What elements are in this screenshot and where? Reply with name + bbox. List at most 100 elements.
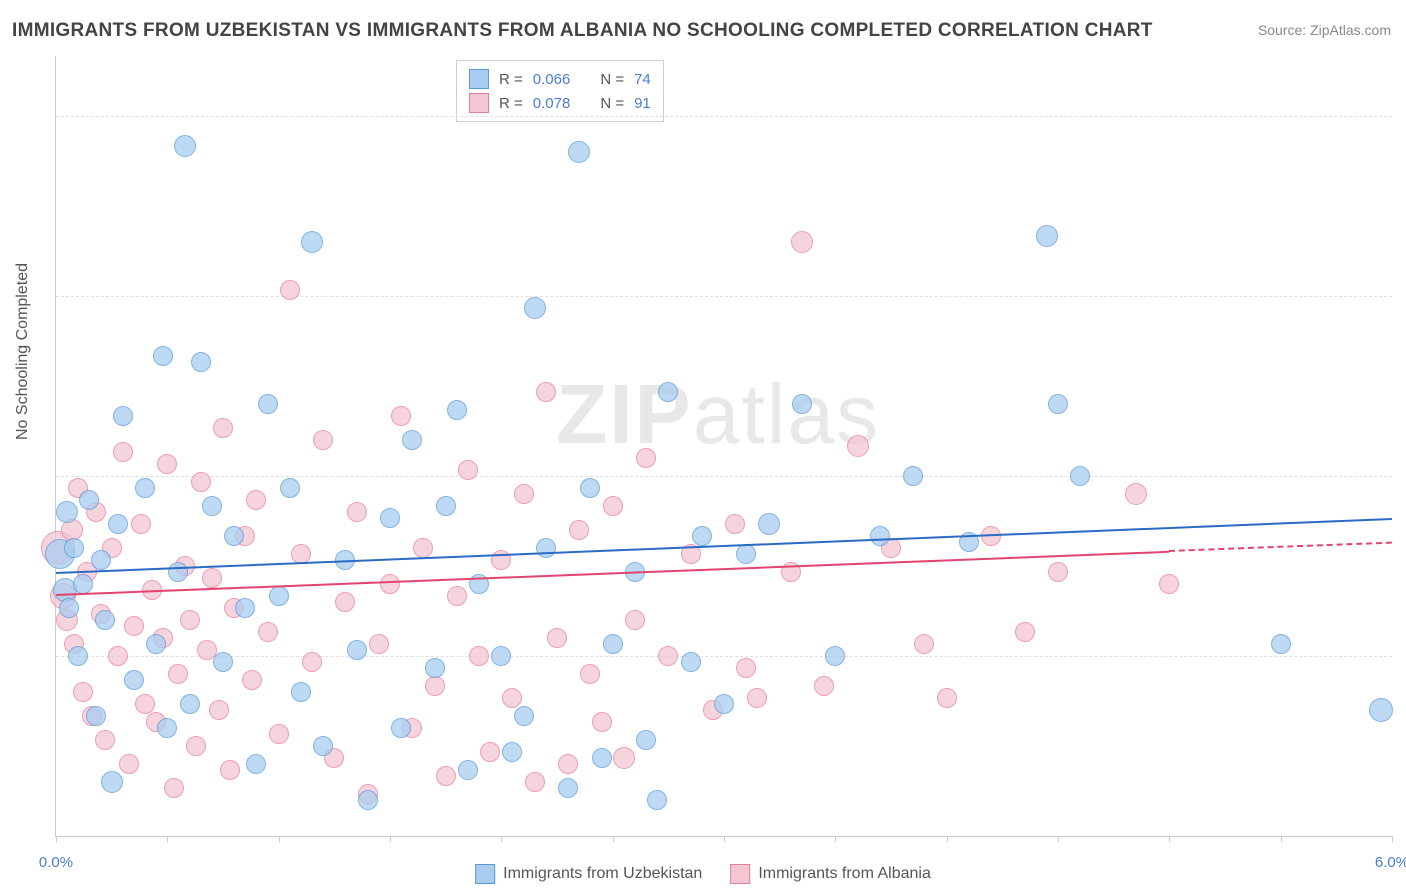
data-point-uzbekistan <box>436 496 456 516</box>
data-point-albania <box>447 586 467 606</box>
data-point-uzbekistan <box>636 730 656 750</box>
data-point-albania <box>480 742 500 762</box>
stats-legend: R =0.066N =74R =0.078N =91 <box>456 60 664 122</box>
data-point-albania <box>1125 483 1147 505</box>
trend-line <box>56 518 1392 574</box>
watermark-bold: ZIP <box>556 367 693 461</box>
data-point-albania <box>242 670 262 690</box>
data-point-albania <box>413 538 433 558</box>
data-point-uzbekistan <box>180 694 200 714</box>
data-point-albania <box>124 616 144 636</box>
data-point-uzbekistan <box>558 778 578 798</box>
data-point-uzbekistan <box>153 346 173 366</box>
data-point-albania <box>502 688 522 708</box>
data-point-albania <box>180 610 200 630</box>
data-point-uzbekistan <box>825 646 845 666</box>
data-point-uzbekistan <box>402 430 422 450</box>
data-point-albania <box>380 574 400 594</box>
data-point-uzbekistan <box>658 382 678 402</box>
data-point-uzbekistan <box>692 526 712 546</box>
data-point-uzbekistan <box>86 706 106 726</box>
data-point-albania <box>569 520 589 540</box>
data-point-albania <box>168 664 188 684</box>
trend-line <box>56 550 1169 595</box>
data-point-albania <box>209 700 229 720</box>
data-point-uzbekistan <box>347 640 367 660</box>
data-point-albania <box>369 634 389 654</box>
x-tick <box>279 836 280 842</box>
data-point-uzbekistan <box>358 790 378 810</box>
gridline <box>56 476 1392 477</box>
data-point-albania <box>131 514 151 534</box>
data-point-uzbekistan <box>124 670 144 690</box>
y-tick-label: 1.5% <box>1398 648 1406 665</box>
data-point-uzbekistan <box>168 562 188 582</box>
data-point-albania <box>220 760 240 780</box>
data-point-uzbekistan <box>202 496 222 516</box>
data-point-uzbekistan <box>135 478 155 498</box>
data-point-uzbekistan <box>647 790 667 810</box>
plot-area: ZIPatlas R =0.066N =74R =0.078N =91 1.5%… <box>55 56 1392 837</box>
data-point-albania <box>1048 562 1068 582</box>
data-point-albania <box>302 652 322 672</box>
data-point-uzbekistan <box>291 682 311 702</box>
data-point-albania <box>536 382 556 402</box>
watermark: ZIPatlas <box>556 366 880 463</box>
data-point-uzbekistan <box>213 652 233 672</box>
data-point-uzbekistan <box>313 736 333 756</box>
data-point-uzbekistan <box>568 141 590 163</box>
data-point-uzbekistan <box>1048 394 1068 414</box>
data-point-albania <box>1159 574 1179 594</box>
r-value: 0.078 <box>533 95 571 112</box>
legend-label-uzbekistan: Immigrants from Uzbekistan <box>503 865 702 883</box>
data-point-uzbekistan <box>59 598 79 618</box>
data-point-albania <box>73 682 93 702</box>
data-point-uzbekistan <box>191 352 211 372</box>
data-point-albania <box>213 418 233 438</box>
swatch-icon <box>469 93 489 113</box>
data-point-albania <box>914 634 934 654</box>
data-point-albania <box>636 448 656 468</box>
data-point-uzbekistan <box>514 706 534 726</box>
data-point-uzbekistan <box>491 646 511 666</box>
data-point-uzbekistan <box>714 694 734 714</box>
y-axis-label: No Schooling Completed <box>14 263 32 440</box>
data-point-albania <box>335 592 355 612</box>
x-tick <box>724 836 725 842</box>
data-point-albania <box>658 646 678 666</box>
x-tick <box>613 836 614 842</box>
data-point-uzbekistan <box>458 760 478 780</box>
data-point-albania <box>747 688 767 708</box>
data-point-uzbekistan <box>391 718 411 738</box>
data-point-albania <box>157 454 177 474</box>
data-point-uzbekistan <box>1070 466 1090 486</box>
data-point-albania <box>164 778 184 798</box>
x-tick <box>390 836 391 842</box>
data-point-albania <box>202 568 222 588</box>
data-point-albania <box>436 766 456 786</box>
x-tick <box>1392 836 1393 842</box>
data-point-albania <box>391 406 411 426</box>
data-point-albania <box>280 280 300 300</box>
data-point-uzbekistan <box>792 394 812 414</box>
y-tick-label: 4.5% <box>1398 288 1406 305</box>
data-point-uzbekistan <box>681 652 701 672</box>
data-point-uzbekistan <box>592 748 612 768</box>
r-value: 0.066 <box>533 71 571 88</box>
data-point-albania <box>791 231 813 253</box>
r-label: R = <box>499 71 523 88</box>
x-tick <box>56 836 57 842</box>
data-point-uzbekistan <box>736 544 756 564</box>
data-point-albania <box>937 688 957 708</box>
data-point-albania <box>347 502 367 522</box>
data-point-uzbekistan <box>269 586 289 606</box>
data-point-albania <box>592 712 612 732</box>
data-point-albania <box>603 496 623 516</box>
data-point-uzbekistan <box>280 478 300 498</box>
data-point-uzbekistan <box>79 490 99 510</box>
x-tick-label: 6.0% <box>1375 854 1406 871</box>
data-point-albania <box>547 628 567 648</box>
swatch-icon <box>469 69 489 89</box>
series-legend: Immigrants from Uzbekistan Immigrants fr… <box>475 864 931 884</box>
data-point-albania <box>514 484 534 504</box>
